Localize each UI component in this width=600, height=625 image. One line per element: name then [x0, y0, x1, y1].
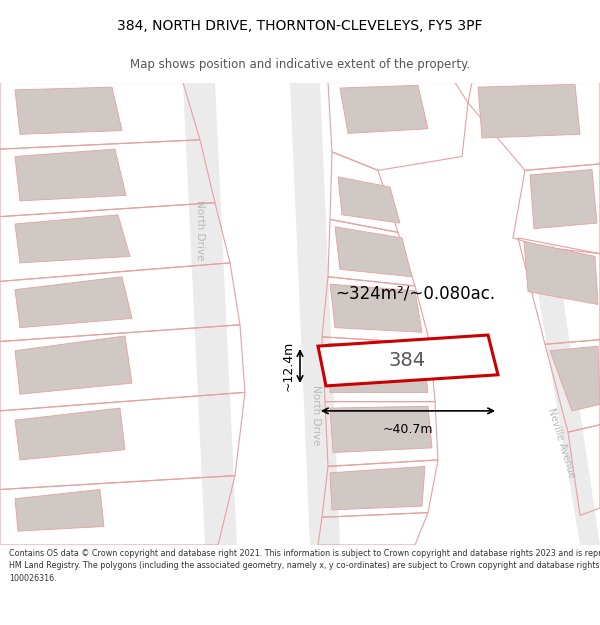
Polygon shape — [328, 343, 428, 392]
Polygon shape — [530, 169, 597, 229]
Polygon shape — [15, 149, 126, 201]
Polygon shape — [15, 408, 125, 460]
Text: North Drive: North Drive — [195, 200, 205, 261]
Polygon shape — [478, 84, 580, 138]
Text: Contains OS data © Crown copyright and database right 2021. This information is : Contains OS data © Crown copyright and d… — [9, 549, 600, 583]
Polygon shape — [530, 244, 600, 545]
Text: 384, NORTH DRIVE, THORNTON-CLEVELEYS, FY5 3PF: 384, NORTH DRIVE, THORNTON-CLEVELEYS, FY… — [117, 19, 483, 33]
Polygon shape — [330, 406, 432, 452]
Polygon shape — [15, 489, 104, 531]
Text: Map shows position and indicative extent of the property.: Map shows position and indicative extent… — [130, 58, 470, 71]
Text: Neville Avenue: Neville Avenue — [547, 407, 577, 479]
Text: North Drive: North Drive — [311, 385, 321, 446]
Polygon shape — [15, 336, 132, 394]
Text: ~324m²/~0.080ac.: ~324m²/~0.080ac. — [335, 284, 495, 302]
Polygon shape — [524, 242, 598, 304]
Polygon shape — [335, 227, 412, 277]
Polygon shape — [318, 335, 498, 386]
Text: 384: 384 — [389, 351, 426, 370]
Polygon shape — [15, 277, 132, 328]
Polygon shape — [330, 466, 425, 510]
Polygon shape — [15, 215, 130, 263]
Polygon shape — [290, 82, 340, 545]
Text: ~12.4m: ~12.4m — [282, 341, 295, 391]
Polygon shape — [340, 85, 428, 133]
Polygon shape — [338, 177, 400, 223]
Text: ~40.7m: ~40.7m — [383, 423, 433, 436]
Polygon shape — [15, 87, 122, 134]
Polygon shape — [550, 346, 600, 411]
Polygon shape — [330, 284, 422, 332]
Polygon shape — [183, 82, 237, 545]
